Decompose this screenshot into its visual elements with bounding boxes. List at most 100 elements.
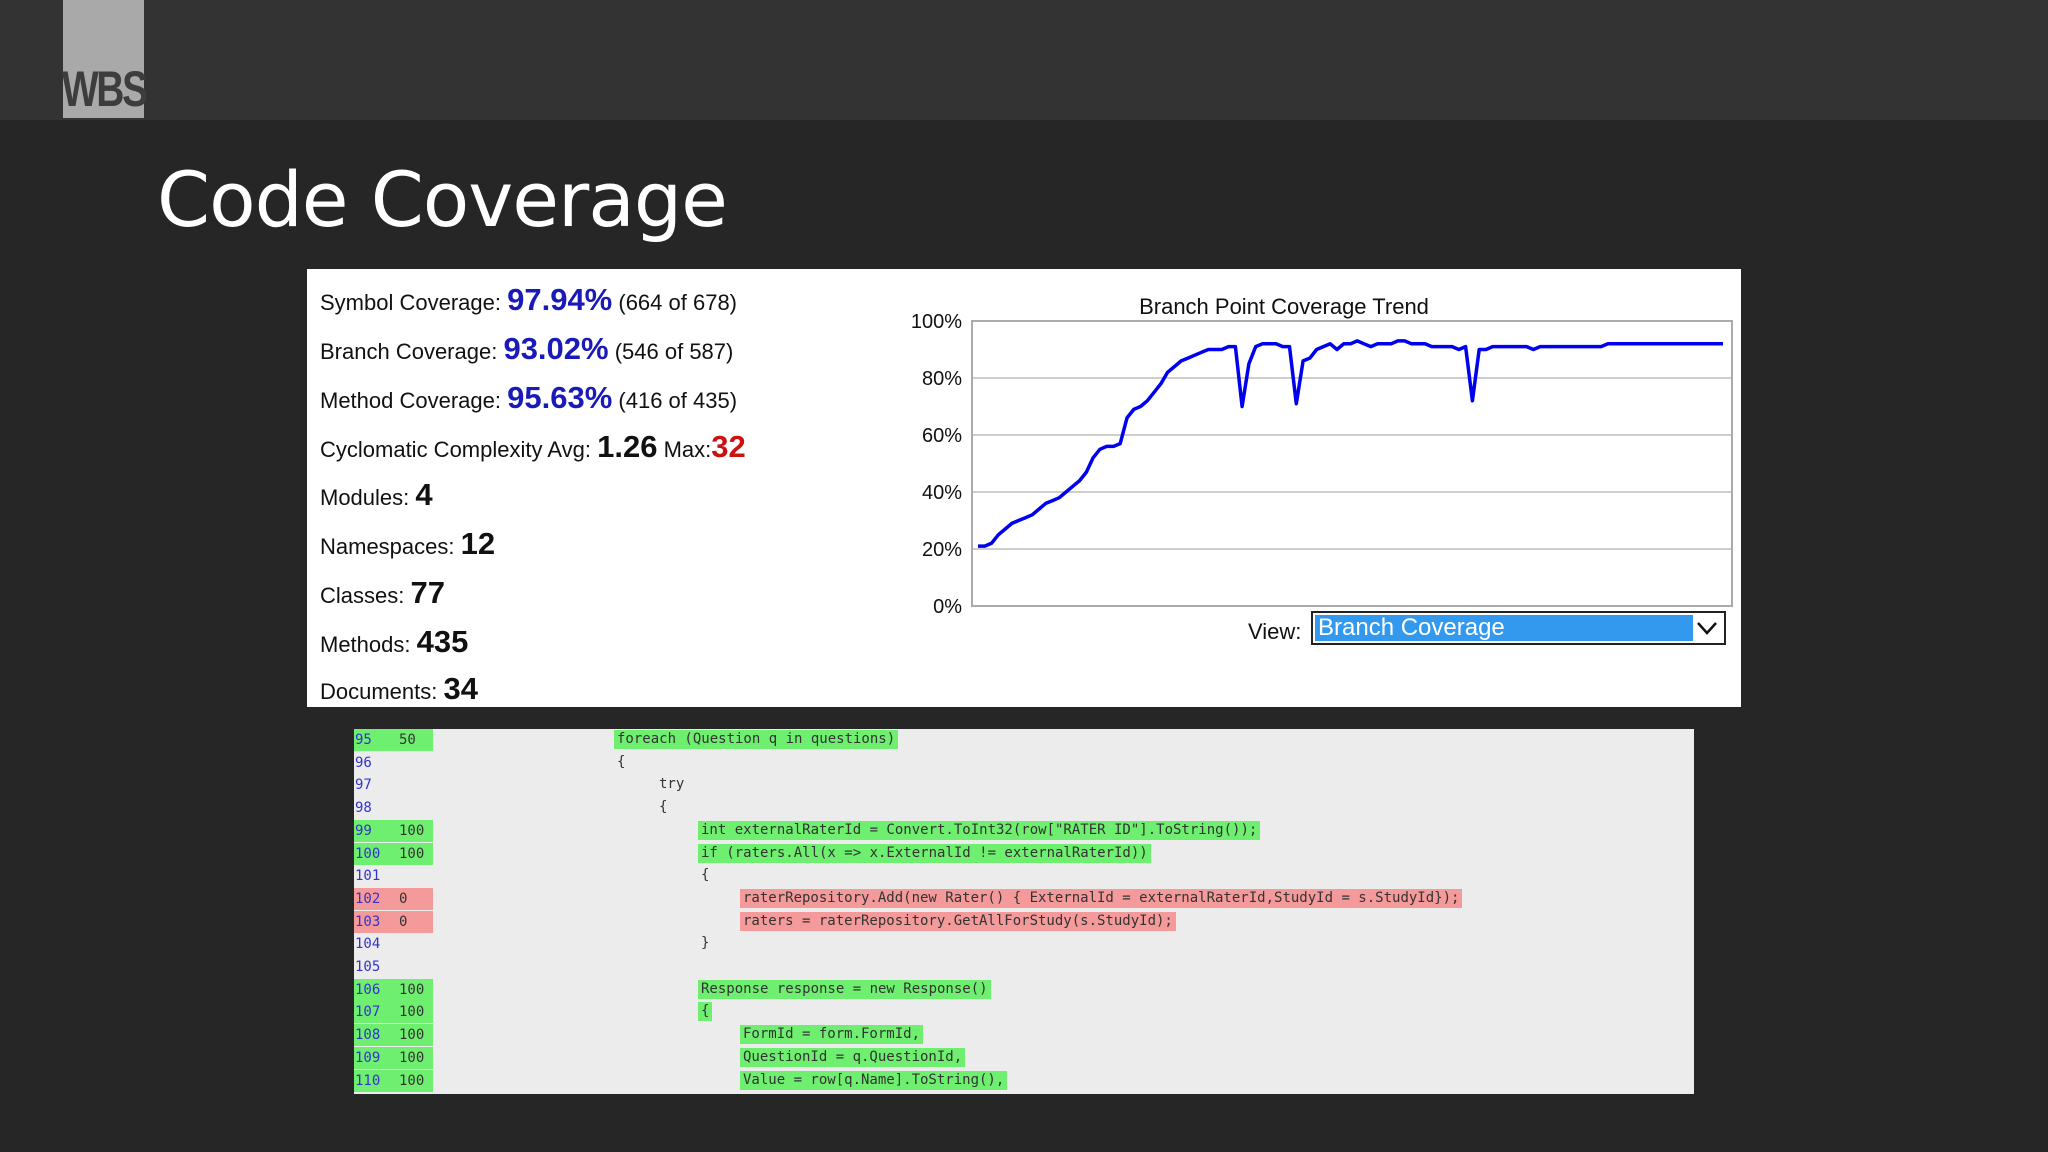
chart-grid <box>972 377 1732 550</box>
code-coverage-listing: 95 50 foreach (Question q in questions) 96 {… <box>354 729 1694 1094</box>
hit-count: 100 <box>399 1004 425 1021</box>
documents-stat: Documents: 34 <box>320 673 478 704</box>
namespaces-value: 12 <box>460 526 496 561</box>
chart-title: Branch Point Coverage Trend <box>1139 294 1429 319</box>
code-text: } <box>701 935 710 952</box>
y-tick-label: 100% <box>911 311 962 333</box>
top-bar: WBS <box>0 0 2048 120</box>
code-text: raters = raterRepository.GetAllForStudy(… <box>740 911 1176 931</box>
line-number: 100 <box>355 845 381 862</box>
symbol-coverage-detail: (664 of 678) <box>618 290 738 315</box>
line-number: 102 <box>355 890 381 907</box>
code-text: { <box>698 1002 713 1022</box>
logo-text: WBS <box>61 61 148 117</box>
chart-y-ticks: 100% 80% 60% 40% 20% 0% <box>911 311 962 618</box>
coverage-gutter: 102 0 <box>354 887 433 910</box>
code-text: { <box>659 799 668 816</box>
symbol-coverage-label: Symbol Coverage: <box>320 290 501 315</box>
code-row: 100 100 if (raters.All(x => x.ExternalId !… <box>354 842 1694 865</box>
coverage-gutter: 103 0 <box>354 910 433 933</box>
classes-value: 77 <box>410 575 445 610</box>
branch-coverage-trend-chart: Branch Point Coverage Trend 100% 80% 60% 40… <box>911 294 1733 618</box>
branch-coverage-label: Branch Coverage: <box>320 339 498 364</box>
code-row: 98 { <box>354 797 1694 819</box>
line-number: 105 <box>355 959 381 975</box>
coverage-gutter: 109 100 <box>354 1046 433 1069</box>
symbol-coverage-stat: Symbol Coverage: 97.94% (664 of 678) <box>320 284 737 315</box>
modules-value: 4 <box>415 477 433 512</box>
line-number: 106 <box>355 981 381 998</box>
namespaces-stat: Namespaces: 12 <box>320 528 495 559</box>
line-number: 96 <box>355 754 372 771</box>
code-row: 106 100 Response response = new Response() <box>354 978 1694 1001</box>
coverage-gutter: 108 100 <box>354 1024 433 1047</box>
code-row: 96 { <box>354 752 1694 774</box>
hit-count: 50 <box>399 732 416 748</box>
branch-coverage-value: 93.02% <box>503 331 609 366</box>
cyclomatic-complexity-stat: Cyclomatic Complexity Avg: 1.26 Max:32 <box>320 431 746 462</box>
coverage-gutter: 104 <box>354 933 433 955</box>
method-coverage-detail: (416 of 435) <box>618 388 738 413</box>
hit-count: 100 <box>399 822 425 839</box>
modules-stat: Modules: 4 <box>320 479 433 510</box>
methods-label: Methods: <box>320 632 411 657</box>
code-row: 102 0 raterRepository.Add(new Rater() { Ex… <box>354 887 1694 910</box>
slide-title: Code Coverage <box>157 155 728 244</box>
view-label: View: <box>1248 619 1302 644</box>
code-row: 103 0 raters = raterRepository.GetAllForSt… <box>354 910 1694 933</box>
hit-count: 100 <box>399 845 425 862</box>
modules-label: Modules: <box>320 485 410 510</box>
code-text: FormId = form.FormId, <box>740 1025 924 1045</box>
cyclomatic-avg-value: 1.26 <box>597 429 658 464</box>
cyclomatic-max-value: 32 <box>711 429 746 464</box>
line-number: 104 <box>355 936 381 953</box>
trend-series-line <box>978 339 1723 548</box>
line-number: 110 <box>355 1072 381 1089</box>
code-row: 101 { <box>354 865 1694 887</box>
namespaces-label: Namespaces: <box>320 534 455 559</box>
line-number: 103 <box>355 913 381 930</box>
classes-stat: Classes: 77 <box>320 577 445 608</box>
code-row: 99 100 int externalRaterId = Convert.ToInt… <box>354 819 1694 842</box>
documents-label: Documents: <box>320 679 438 704</box>
cyclomatic-max-label: Max: <box>663 437 712 462</box>
y-tick-label: 60% <box>922 425 962 447</box>
code-row: 108 100 FormId = form.FormId, <box>354 1024 1694 1047</box>
coverage-gutter: 107 100 <box>354 1001 433 1024</box>
line-number: 97 <box>355 777 372 794</box>
code-row: 109 100 QuestionId = q.QuestionId, <box>354 1046 1694 1069</box>
code-text: try <box>659 776 685 793</box>
code-text: Response response = new Response() <box>698 979 991 999</box>
code-row: 110 100 Value = row[q.Name].ToString(), <box>354 1069 1694 1092</box>
methods-value: 435 <box>416 624 469 659</box>
code-text: int externalRaterId = Convert.ToInt32(ro… <box>698 820 1261 840</box>
coverage-gutter: 95 50 <box>354 729 433 751</box>
y-tick-label: 80% <box>922 368 962 390</box>
code-text: { <box>617 753 626 770</box>
method-coverage-label: Method Coverage: <box>320 388 501 413</box>
branch-coverage-detail: (546 of 587) <box>614 339 734 364</box>
wbs-logo: WBS <box>61 0 148 118</box>
chevron-down-icon[interactable] <box>1694 617 1720 639</box>
line-number: 99 <box>355 822 372 839</box>
y-tick-label: 0% <box>933 596 962 618</box>
coverage-gutter: 106 100 <box>354 978 433 1001</box>
y-tick-label: 40% <box>922 482 962 504</box>
code-text: QuestionId = q.QuestionId, <box>740 1047 966 1067</box>
view-select[interactable]: Branch Coverage <box>1311 611 1726 645</box>
documents-value: 34 <box>443 671 478 706</box>
line-number: 109 <box>355 1049 381 1066</box>
code-text: foreach (Question q in questions) <box>614 730 899 749</box>
coverage-gutter: 101 <box>354 865 433 887</box>
code-row: 97 try <box>354 774 1694 796</box>
coverage-gutter: 100 100 <box>354 842 433 865</box>
code-row: 95 50 foreach (Question q in questions) <box>354 729 1694 751</box>
code-text: Value = row[q.Name].ToString(), <box>740 1070 1008 1090</box>
line-number: 107 <box>355 1004 381 1021</box>
method-coverage-value: 95.63% <box>507 380 613 415</box>
hit-count: 100 <box>399 981 425 998</box>
line-number: 101 <box>355 868 381 885</box>
classes-label: Classes: <box>320 583 405 608</box>
y-tick-label: 20% <box>922 539 962 561</box>
coverage-gutter: 96 <box>354 752 433 774</box>
